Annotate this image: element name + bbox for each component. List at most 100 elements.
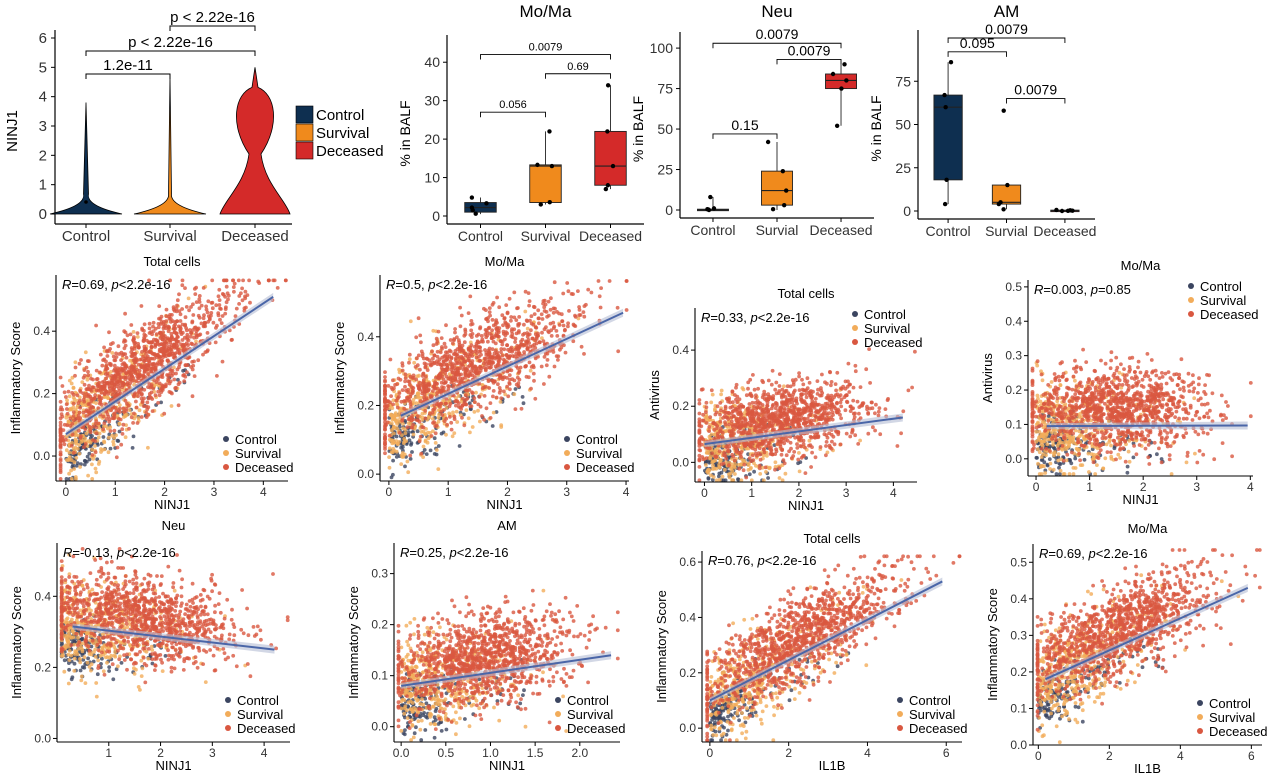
scatter-point xyxy=(124,355,129,360)
comparison-bracket xyxy=(480,54,611,60)
scatter-point xyxy=(85,454,90,459)
scatter-point xyxy=(436,467,441,471)
box-point xyxy=(942,92,947,98)
scatter-point xyxy=(132,392,137,396)
scatter-point xyxy=(79,440,84,444)
scatter-point xyxy=(153,365,158,370)
scatter-point xyxy=(491,301,496,305)
scatter-point xyxy=(236,278,241,283)
scatter-point xyxy=(383,451,387,456)
scatter-point xyxy=(256,279,261,284)
scatter-point xyxy=(82,368,87,372)
scatter-point xyxy=(516,371,521,375)
scatter-point xyxy=(855,399,860,404)
scatter-point xyxy=(115,369,120,374)
scatter-point xyxy=(164,382,168,387)
scatter-point xyxy=(167,381,172,386)
scatter-point xyxy=(136,416,141,421)
scatter-point xyxy=(66,389,71,394)
scatter-point xyxy=(141,404,146,408)
scatter-point xyxy=(157,304,162,308)
scatter-point xyxy=(547,374,552,379)
scatter-point xyxy=(70,391,75,395)
scatter-point xyxy=(555,334,560,338)
scatter-point xyxy=(403,384,407,389)
scatter-point xyxy=(132,411,136,416)
scatter-point xyxy=(435,391,439,395)
scatter-point xyxy=(853,369,858,374)
scatter-point xyxy=(497,386,502,390)
scatter-point xyxy=(780,447,784,452)
scatter-point xyxy=(114,351,118,356)
scatter-point xyxy=(96,435,101,440)
scatter-point xyxy=(393,383,397,387)
scatter-point xyxy=(95,377,100,381)
scatter-point xyxy=(719,392,723,397)
box-point xyxy=(1067,208,1073,213)
y-tick-label: 50 xyxy=(657,121,673,137)
stat-r-value: =0.5, xyxy=(395,277,428,292)
scatter-point xyxy=(429,434,434,438)
scatter-point xyxy=(87,359,91,363)
scatter-point xyxy=(443,345,448,349)
scatter-point xyxy=(136,394,140,399)
scatter-point xyxy=(192,374,197,378)
scatter-point xyxy=(104,367,109,371)
scatter-point xyxy=(75,393,80,398)
y-tick-label: 25 xyxy=(657,162,673,178)
scatter-point xyxy=(444,350,448,355)
scatter-point xyxy=(720,435,725,439)
scatter-point xyxy=(392,386,396,391)
scatter-point xyxy=(395,405,400,410)
scatter-point xyxy=(77,451,82,456)
scatter-point xyxy=(720,474,725,479)
scatter-point xyxy=(442,385,446,390)
scatter-point xyxy=(798,418,803,423)
scatter-point xyxy=(431,328,436,333)
scatter-point xyxy=(479,334,484,338)
scatter-point xyxy=(818,445,823,449)
scatter-point xyxy=(403,376,408,380)
scatter-point xyxy=(215,323,219,328)
x-tick-label: 1 xyxy=(112,485,119,499)
scatter-point xyxy=(73,365,78,370)
scatter-point xyxy=(449,355,454,360)
scatter-point xyxy=(459,313,464,318)
y-tick-label: 100 xyxy=(650,40,674,56)
scatter-point xyxy=(453,327,457,331)
scatter-point xyxy=(398,377,403,382)
scatter-point xyxy=(793,388,797,393)
scatter-point xyxy=(498,400,503,404)
scatter-point xyxy=(69,381,74,386)
scatter-point xyxy=(775,403,779,408)
scatter-point xyxy=(910,385,914,390)
scatter-point xyxy=(452,337,457,341)
scatter-point xyxy=(130,446,135,450)
scatter-point xyxy=(150,332,155,337)
scatter-point xyxy=(584,302,588,307)
y-axis-title: % in BALF xyxy=(868,95,884,161)
scatter-point xyxy=(483,328,488,332)
scatter-point xyxy=(707,434,712,439)
scatter-point xyxy=(507,381,512,385)
scatter-point xyxy=(762,450,767,455)
x-tick-label: Survial xyxy=(985,223,1028,239)
scatter-point xyxy=(179,332,184,336)
scatter-point xyxy=(166,378,171,383)
scatter-point xyxy=(191,302,195,307)
scatter-point xyxy=(58,443,63,448)
scatter-point xyxy=(149,369,153,374)
scatter-point xyxy=(454,371,459,376)
scatter-point xyxy=(410,376,415,380)
scatter-point xyxy=(199,303,204,308)
scatter-point xyxy=(91,424,96,429)
scatter-point xyxy=(868,381,872,385)
scatter-point xyxy=(488,401,493,405)
scatter-point xyxy=(510,354,515,358)
box-point xyxy=(842,62,847,67)
scatter-point xyxy=(846,379,850,384)
scatter-point xyxy=(210,278,215,283)
